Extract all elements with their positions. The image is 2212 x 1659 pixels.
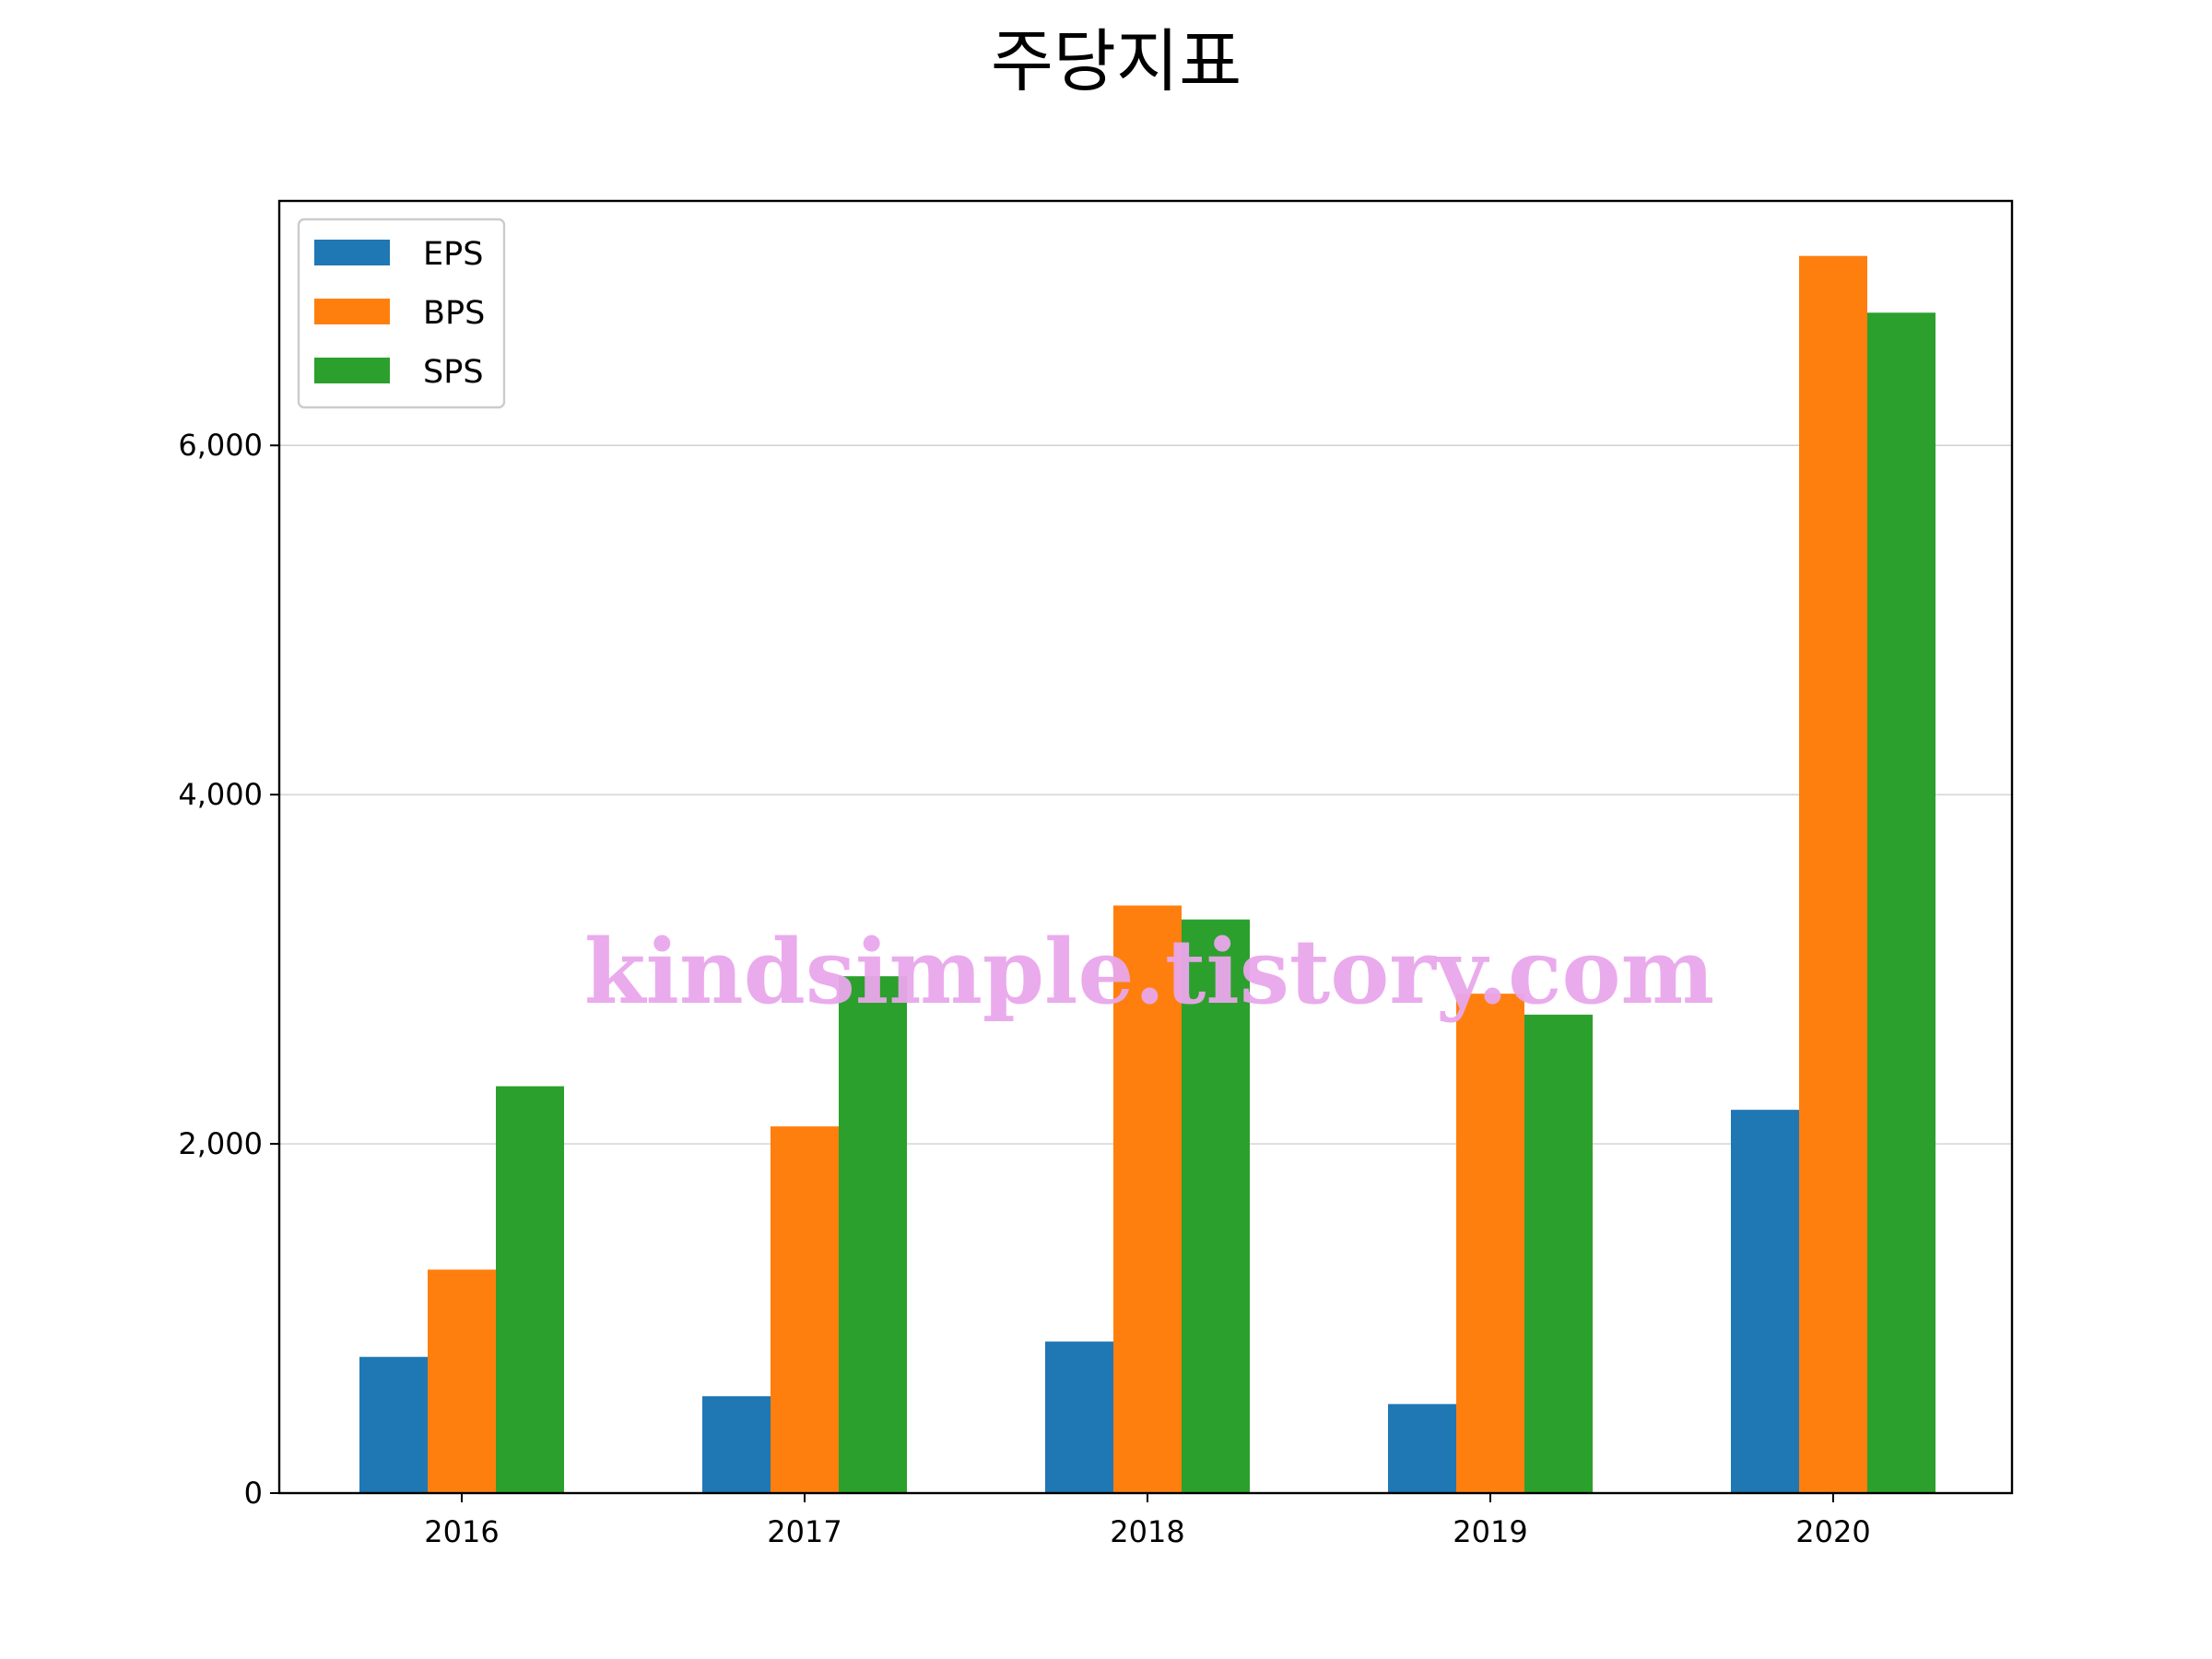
x-tick-label-2017: 2017 xyxy=(767,1514,841,1549)
bar-bps-2020 xyxy=(1799,255,1867,1494)
chart-title: 주당지표 xyxy=(991,22,1241,101)
y-tick-label-0: 0 xyxy=(244,1476,263,1511)
bar-sps-2017 xyxy=(839,976,907,1493)
legend-swatch-sps xyxy=(314,358,390,383)
bar-sps-2016 xyxy=(496,1086,564,1493)
bar-eps-2019 xyxy=(1388,1404,1456,1493)
bar-bps-2018 xyxy=(1113,905,1182,1493)
y-axis: 0 2,000 4,000 6,000 xyxy=(178,428,279,1511)
bar-sps-2020 xyxy=(1867,312,1936,1494)
legend: EPS BPS SPS xyxy=(297,218,506,409)
x-tick-label-2019: 2019 xyxy=(1453,1514,1527,1549)
bars xyxy=(359,255,1936,1494)
bar-eps-2018 xyxy=(1045,1341,1113,1493)
y-tick-label-2: 4,000 xyxy=(178,777,263,812)
bar-sps-2019 xyxy=(1524,1014,1593,1493)
legend-label-eps: EPS xyxy=(423,236,483,273)
bar-bps-2016 xyxy=(428,1269,496,1493)
bar-bps-2017 xyxy=(771,1126,839,1493)
x-axis: 2016 2017 2018 2019 2020 xyxy=(424,1493,1871,1549)
bar-sps-2018 xyxy=(1182,919,1250,1493)
x-tick-label-2018: 2018 xyxy=(1110,1514,1184,1549)
legend-swatch-eps xyxy=(314,240,390,265)
x-tick-label-2016: 2016 xyxy=(424,1514,499,1549)
bar-eps-2020 xyxy=(1731,1110,1799,1493)
legend-swatch-bps xyxy=(314,299,390,324)
y-tick-label-1: 2,000 xyxy=(178,1126,263,1161)
legend-label-bps: BPS xyxy=(423,295,485,332)
bar-eps-2016 xyxy=(359,1357,428,1493)
watermark-text: kindsimple.tistory.com xyxy=(584,920,1714,1024)
y-tick-label-3: 6,000 xyxy=(178,428,263,463)
legend-label-sps: SPS xyxy=(423,354,484,391)
bar-bps-2019 xyxy=(1456,994,1524,1493)
plot-area-frame xyxy=(277,199,2014,1495)
bar-eps-2017 xyxy=(702,1395,771,1493)
x-tick-label-2020: 2020 xyxy=(1795,1514,1870,1549)
